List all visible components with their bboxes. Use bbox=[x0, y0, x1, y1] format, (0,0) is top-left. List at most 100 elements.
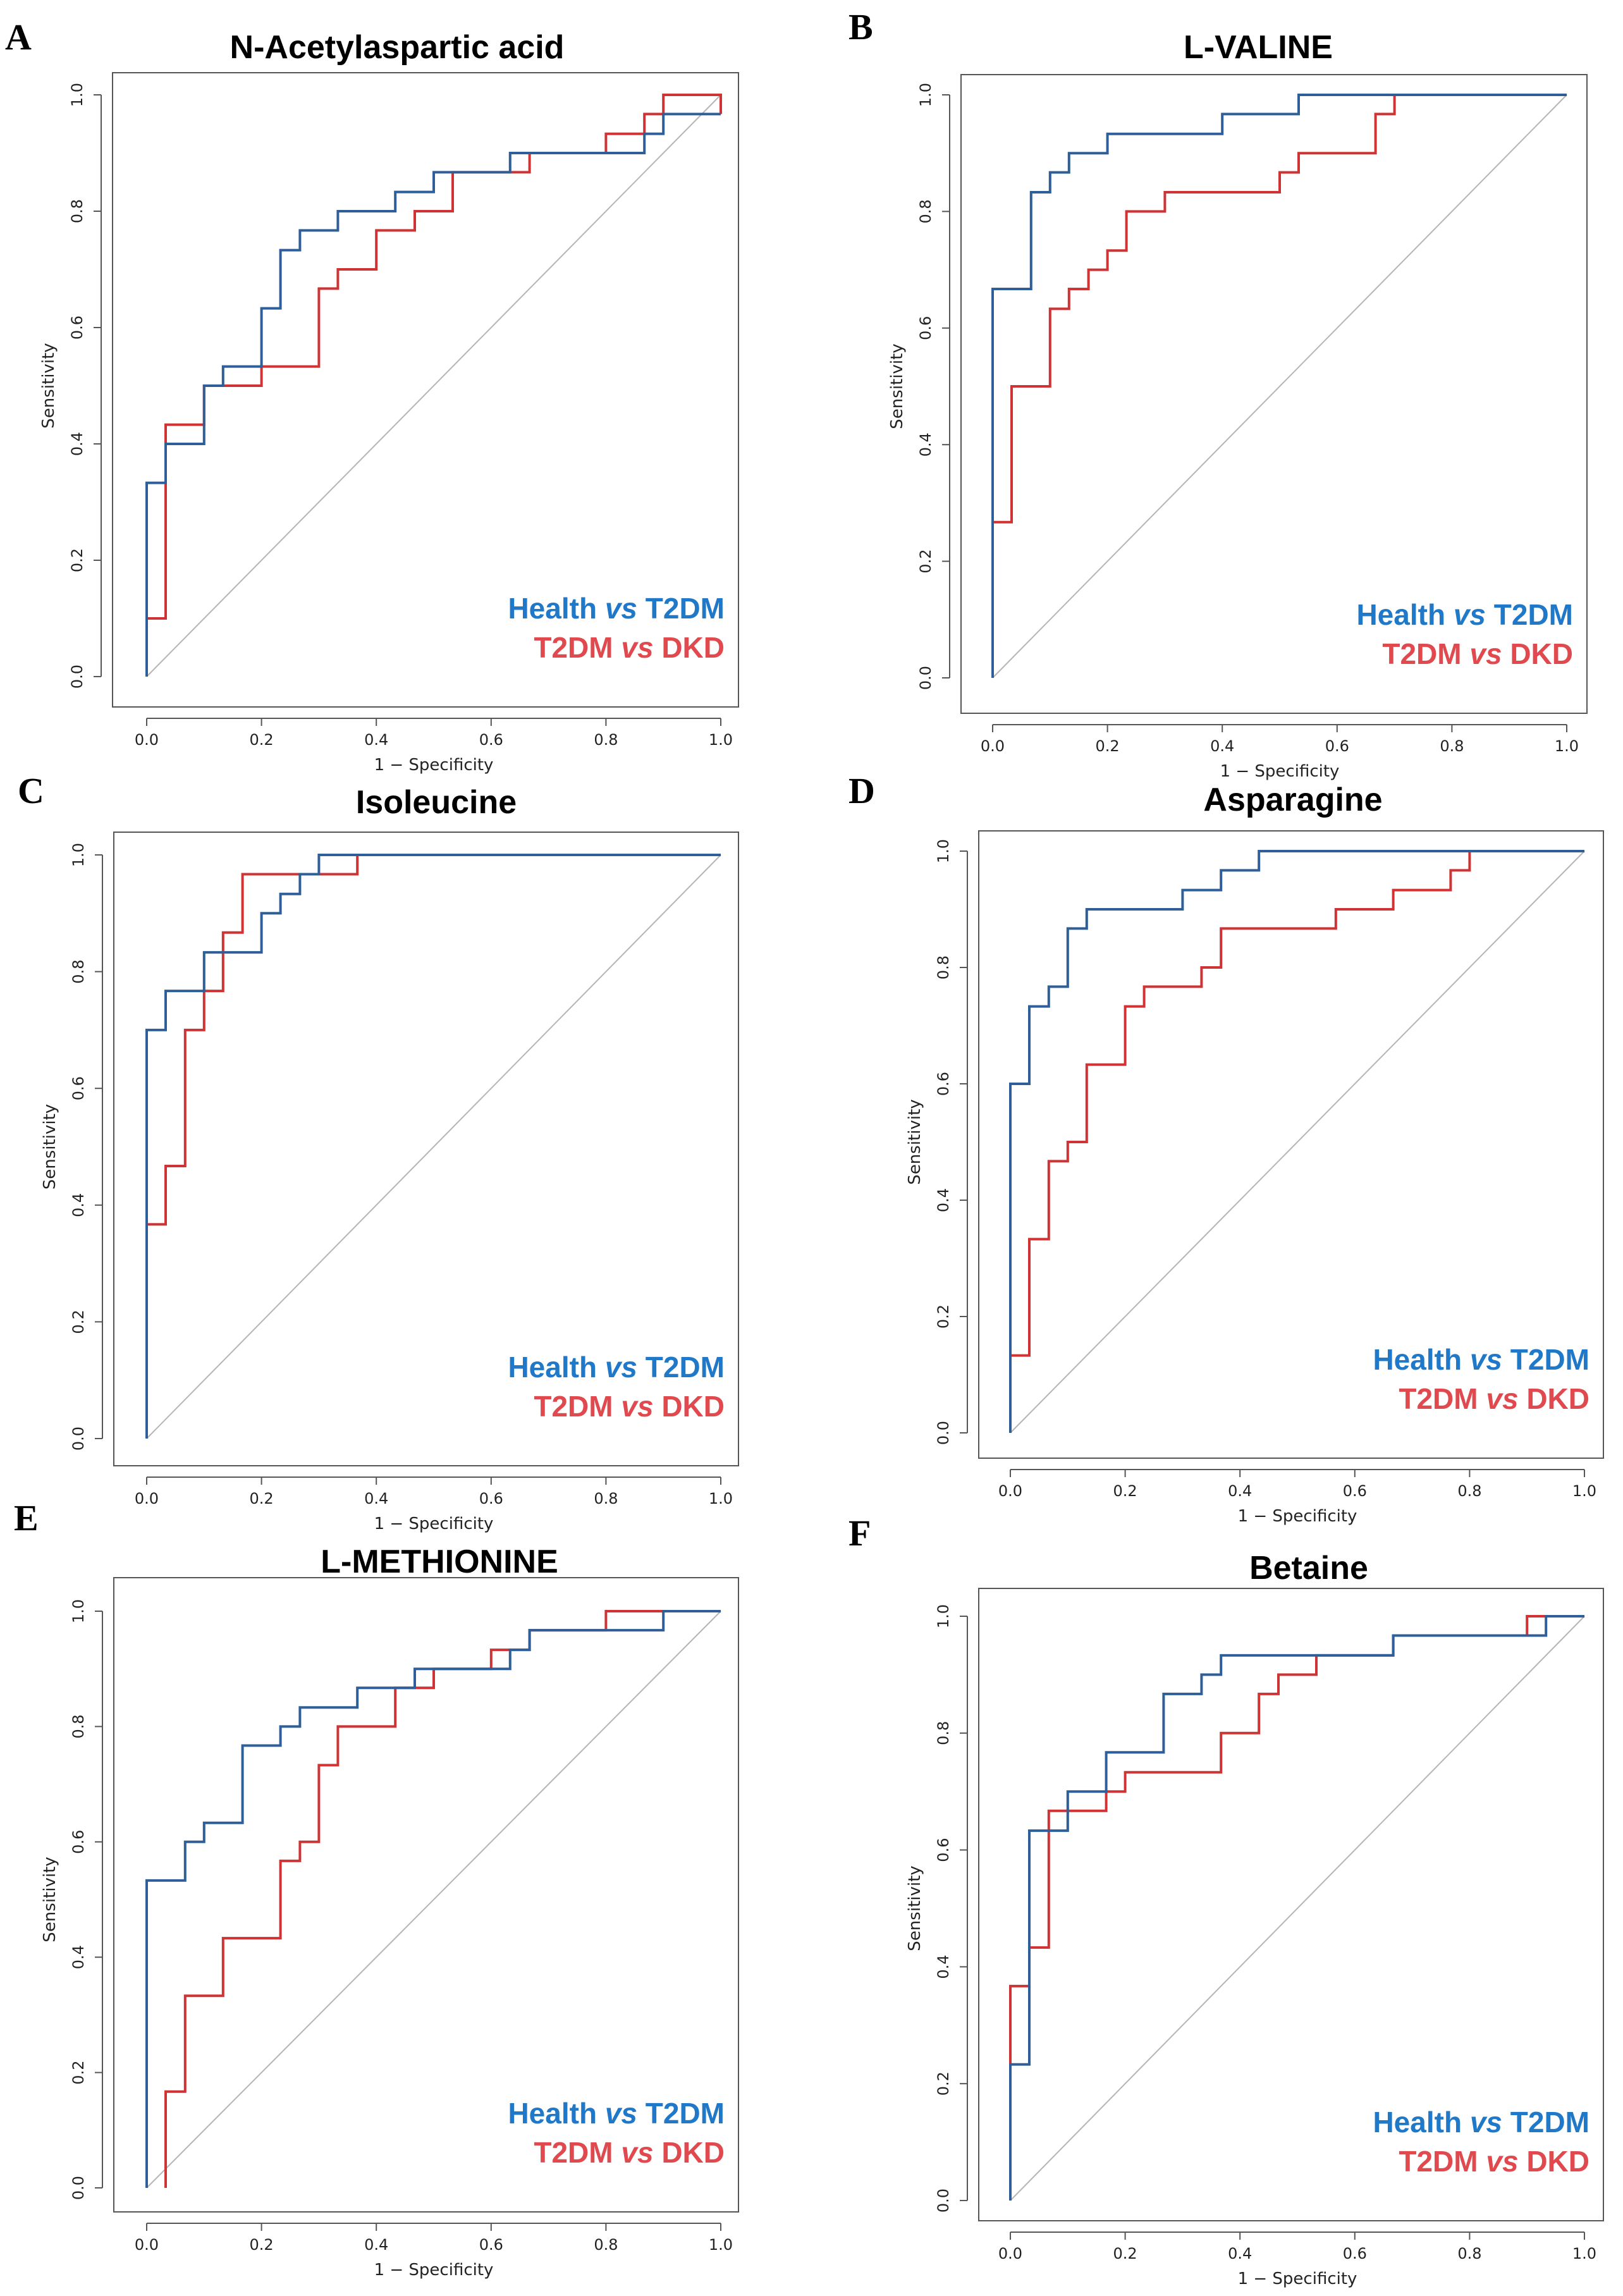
legend-right: DKD bbox=[654, 631, 725, 664]
legend-right: T2DM bbox=[637, 1351, 725, 1384]
y-axis-label: Sensitivity bbox=[40, 1104, 59, 1189]
y-tick-label: 0.6 bbox=[70, 1830, 87, 1854]
legend-left: T2DM bbox=[534, 631, 621, 664]
x-tick-label: 0.0 bbox=[981, 737, 1005, 755]
x-tick-label: 0.0 bbox=[135, 731, 159, 749]
legend-right: DKD bbox=[1519, 2145, 1589, 2178]
x-tick-label: 0.0 bbox=[998, 1482, 1022, 1500]
legend-left: Health bbox=[1373, 1343, 1469, 1376]
y-axis-label: Sensitivity bbox=[40, 1857, 59, 1942]
chart-title: N-Acetylaspartic acid bbox=[230, 29, 565, 66]
x-tick-label: 0.2 bbox=[250, 1490, 274, 1507]
legend-health-vs-t2dm: Health vs T2DM bbox=[508, 592, 725, 625]
legend-vs: vs bbox=[1454, 598, 1486, 631]
plot-frame bbox=[960, 74, 1588, 714]
legend-right: T2DM bbox=[1486, 598, 1573, 631]
legend-vs: vs bbox=[1486, 2145, 1518, 2178]
diagonal-reference-line bbox=[146, 854, 721, 1439]
y-axis-label: Sensitivity bbox=[39, 343, 58, 428]
y-tick-label: 0.2 bbox=[934, 1305, 952, 1329]
x-tick-label: 1.0 bbox=[709, 731, 733, 749]
y-tick-label: 0.6 bbox=[70, 1076, 87, 1100]
legend-vs: vs bbox=[621, 2136, 653, 2169]
diagonal-reference-line bbox=[1010, 1616, 1585, 2201]
diagonal-reference-line bbox=[1010, 850, 1585, 1433]
y-tick-label: 0.6 bbox=[934, 1072, 952, 1096]
legend-left: Health bbox=[508, 592, 604, 625]
x-axis-label: 1 − Specificity bbox=[374, 756, 494, 775]
y-tick-label: 0.0 bbox=[917, 666, 934, 690]
legend-right: DKD bbox=[654, 2136, 725, 2169]
x-tick-label: 0.6 bbox=[479, 1490, 503, 1507]
x-tick-label: 1.0 bbox=[709, 2236, 733, 2254]
x-axis-label: 1 − Specificity bbox=[374, 1514, 494, 1533]
x-tick-label: 0.4 bbox=[1210, 737, 1234, 755]
legend-right: T2DM bbox=[637, 592, 725, 625]
x-tick-label: 0.6 bbox=[1343, 2245, 1367, 2262]
y-axis-label: Sensitivity bbox=[905, 1099, 924, 1184]
legend-vs: vs bbox=[1469, 637, 1502, 670]
x-tick-label: 0.6 bbox=[1343, 1482, 1367, 1500]
x-tick-label: 0.6 bbox=[479, 2236, 503, 2254]
legend-right: DKD bbox=[654, 1390, 725, 1423]
y-axis-label: Sensitivity bbox=[905, 1865, 924, 1951]
x-tick-label: 0.4 bbox=[364, 1490, 388, 1507]
plot-frame bbox=[112, 72, 739, 708]
x-tick-label: 0.4 bbox=[364, 2236, 388, 2254]
x-tick-label: 0.2 bbox=[1113, 2245, 1137, 2262]
y-tick-label: 0.0 bbox=[70, 2176, 87, 2200]
y-tick-label: 0.0 bbox=[934, 1421, 952, 1445]
plot-frame bbox=[978, 1588, 1604, 2221]
legend-vs: vs bbox=[605, 592, 637, 625]
legend-right: T2DM bbox=[1502, 2106, 1589, 2139]
roc-curve-t2dm-vs-dkd bbox=[1009, 850, 1584, 1433]
panel-letter: A bbox=[5, 16, 32, 58]
roc-panel-e: E L-METHIONINE 0.0 0.2 0.4 0.6 0.8 1.0 1 − Speci… bbox=[14, 1497, 739, 2280]
y-tick-label: 0.4 bbox=[70, 1193, 87, 1217]
x-tick-label: 1.0 bbox=[709, 1490, 733, 1507]
legend-left: T2DM bbox=[1399, 1382, 1486, 1415]
roc-curve-t2dm-vs-dkd bbox=[145, 854, 721, 1439]
x-tick-label: 0.4 bbox=[1228, 1482, 1252, 1500]
legend-right: T2DM bbox=[1502, 1343, 1589, 1376]
legend-health-vs-t2dm: Health vs T2DM bbox=[1373, 2106, 1589, 2139]
panel-letter: D bbox=[848, 770, 875, 811]
y-tick-label: 1.0 bbox=[917, 83, 934, 107]
roc-panel-c: C Isoleucine 0.0 0.2 0.4 0.6 0.8 1.0 1 − Specifi… bbox=[18, 770, 739, 1533]
x-tick-label: 1.0 bbox=[1555, 737, 1579, 755]
legend-left: Health bbox=[1356, 598, 1453, 631]
x-axis-label: 1 − Specificity bbox=[1238, 1507, 1357, 1526]
x-tick-label: 0.0 bbox=[998, 2245, 1022, 2262]
panel-letter: E bbox=[14, 1497, 39, 1538]
x-tick-label: 0.8 bbox=[594, 1490, 618, 1507]
x-tick-label: 0.8 bbox=[1440, 737, 1464, 755]
diagonal-reference-line bbox=[146, 94, 721, 677]
legend-vs: vs bbox=[1470, 1343, 1502, 1376]
x-tick-label: 0.0 bbox=[135, 1490, 159, 1507]
y-tick-label: 0.4 bbox=[934, 1188, 952, 1212]
x-tick-label: 0.2 bbox=[250, 731, 274, 749]
legend-left: T2DM bbox=[1382, 637, 1469, 670]
y-tick-label: 0.8 bbox=[934, 955, 952, 979]
x-tick-label: 0.2 bbox=[1096, 737, 1120, 755]
legend-vs: vs bbox=[1470, 2106, 1502, 2139]
y-tick-label: 0.4 bbox=[70, 1945, 87, 1969]
diagonal-reference-line bbox=[992, 94, 1567, 678]
y-tick-label: 0.4 bbox=[934, 1955, 952, 1979]
y-tick-label: 0.2 bbox=[68, 548, 86, 572]
legend-health-vs-t2dm: Health vs T2DM bbox=[508, 2097, 725, 2130]
legend-t2dm-vs-dkd: T2DM vs DKD bbox=[1399, 1382, 1589, 1415]
legend-left: T2DM bbox=[1399, 2145, 1486, 2178]
panel-letter: F bbox=[848, 1513, 871, 1554]
y-axis-label: Sensitivity bbox=[888, 343, 907, 429]
y-tick-label: 0.8 bbox=[934, 1721, 952, 1745]
roc-curve-health-vs-t2dm bbox=[145, 854, 721, 1439]
x-tick-label: 0.4 bbox=[1228, 2245, 1252, 2262]
roc-curve-health-vs-t2dm bbox=[1009, 850, 1584, 1433]
x-axis-label: 1 − Specificity bbox=[1238, 2269, 1357, 2288]
x-tick-label: 0.2 bbox=[250, 2236, 274, 2254]
y-tick-label: 0.0 bbox=[934, 2189, 952, 2213]
y-tick-label: 0.8 bbox=[917, 199, 934, 223]
legend-t2dm-vs-dkd: T2DM vs DKD bbox=[1399, 2145, 1589, 2178]
x-tick-label: 1.0 bbox=[1572, 1482, 1596, 1500]
